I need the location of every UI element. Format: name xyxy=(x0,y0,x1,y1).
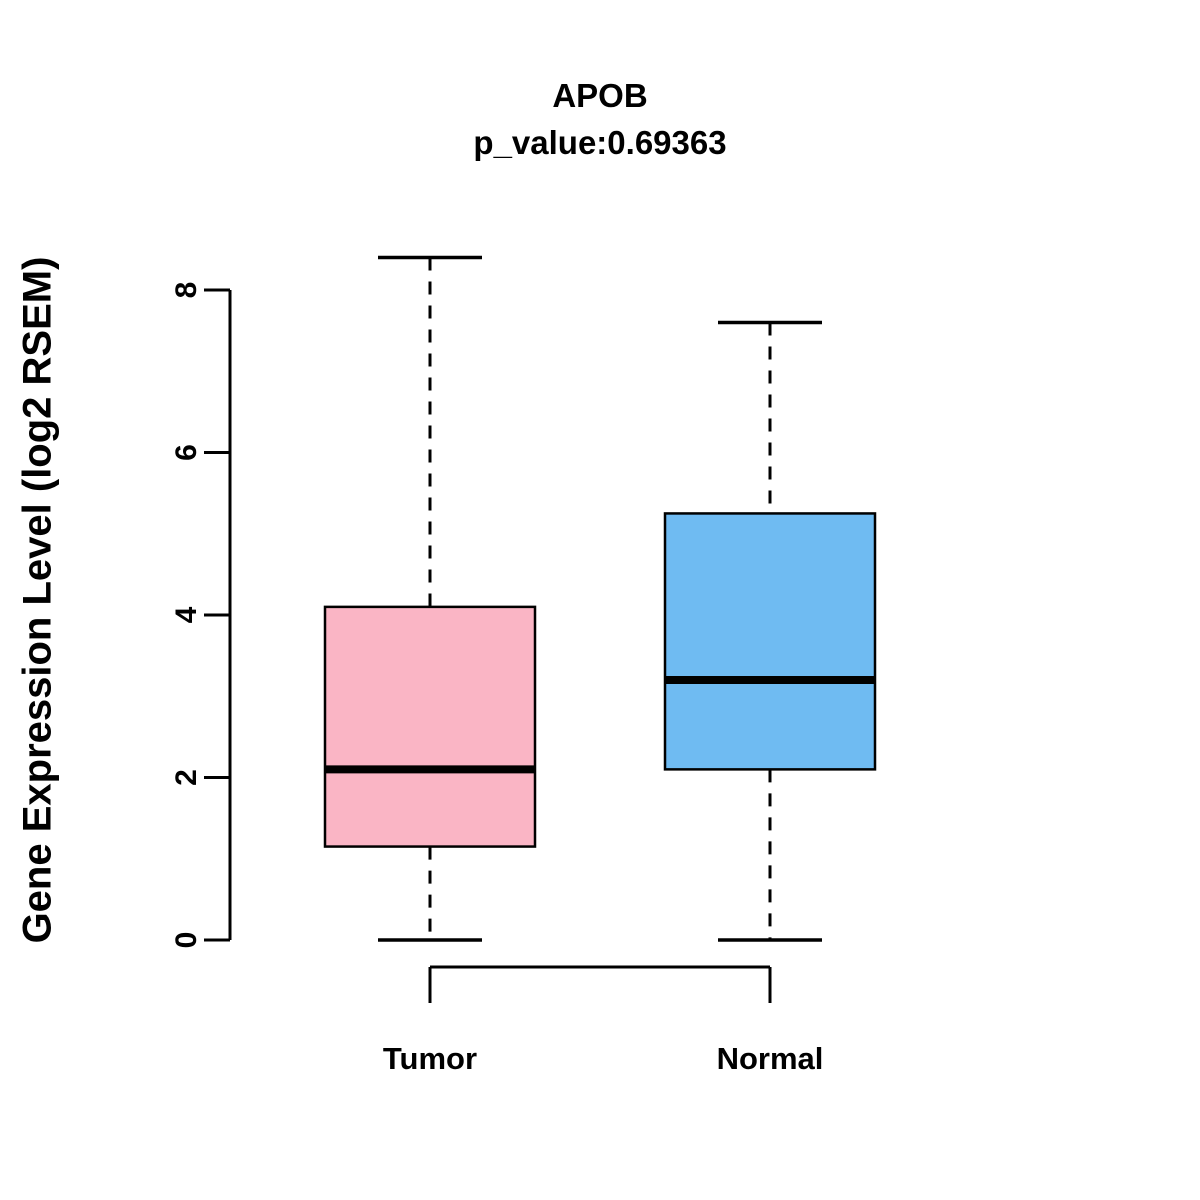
y-tick-label-4: 4 xyxy=(170,606,203,623)
y-tick-label-6: 6 xyxy=(170,444,203,461)
box-tumor xyxy=(323,605,537,848)
chart-subtitle: p_value:0.69363 xyxy=(473,124,727,161)
chart-title: APOB xyxy=(552,77,648,114)
y-tick-label-0: 0 xyxy=(170,932,203,949)
chart-title-block: APOB p_value:0.69363 xyxy=(0,72,1200,166)
box-normal xyxy=(663,512,877,771)
y-tick-label-8: 8 xyxy=(170,282,203,299)
x-label-normal: Normal xyxy=(717,1041,824,1076)
x-label-tumor: Tumor xyxy=(383,1041,477,1076)
y-tick-label-2: 2 xyxy=(170,769,203,786)
